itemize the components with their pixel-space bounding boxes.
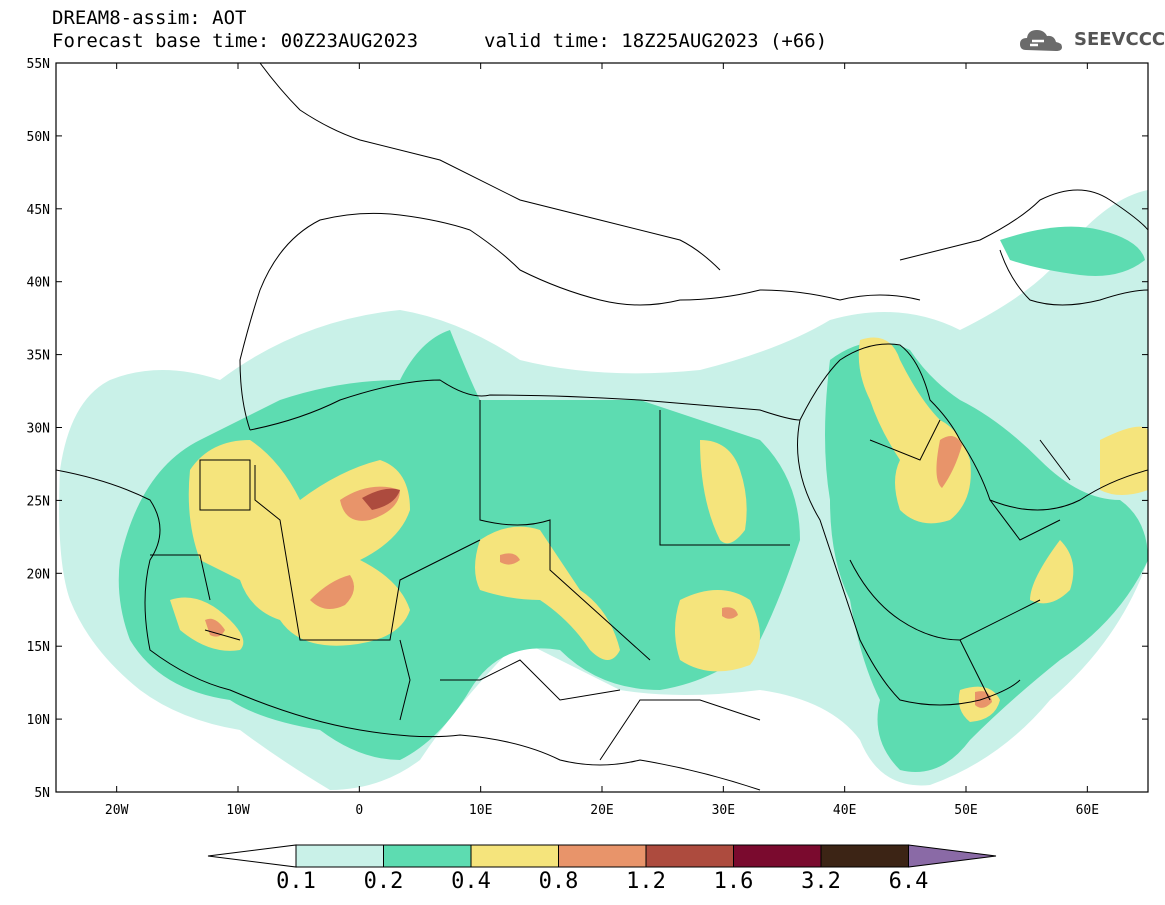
lon-label: 20E [590,803,613,818]
lon-label: 10E [469,803,492,818]
colorbar-label: 6.4 [888,869,929,894]
colorbar-label: 1.6 [713,869,754,894]
colorbar-box [645,844,734,868]
cloud-icon [1020,30,1062,51]
colorbar-label: 0.2 [363,869,404,894]
colorbar-label: 0.8 [538,869,579,894]
forecast-base-time: Forecast base time: 00Z23AUG2023 [52,30,419,52]
coastlines [56,63,1148,791]
lat-label: 55N [27,57,50,72]
colorbar-box [558,844,647,868]
colorbar-label: 0.4 [451,869,491,894]
aot-field [59,190,1148,790]
colorbar-box [470,844,559,868]
lat-label: 50N [27,130,50,145]
colorbar-box [733,844,822,868]
colorbar-box [383,844,472,868]
colorbar [207,844,997,868]
valid-time: valid time: 18Z25AUG2023 (+66) [484,30,828,52]
lon-label: 50E [954,803,977,818]
colorbar-box [295,844,384,868]
lat-label: 25N [27,494,50,509]
title-line-1: DREAM8-assim: AOT [52,7,247,29]
lon-label: 0 [355,803,363,818]
lat-label: 30N [27,422,50,437]
lon-label: 60E [1076,803,1099,818]
lat-label: 20N [27,567,50,582]
aot-band-green [118,330,800,760]
aot-band-yellow [188,440,410,646]
lat-label: 40N [27,276,50,291]
colorbar-under-arrow [207,844,297,868]
lat-label: 5N [34,786,50,801]
lat-label: 35N [27,349,50,364]
colorbar-box [820,844,909,868]
lon-label: 10W [226,803,250,818]
lon-label: 40E [833,803,856,818]
colorbar-label: 1.2 [626,869,666,894]
lon-label: 30E [712,803,735,818]
aot-band-maroon [362,488,400,510]
lat-label: 10N [27,713,50,728]
lat-label: 15N [27,640,50,655]
lon-label: 20W [105,803,129,818]
lat-label: 45N [27,203,50,218]
axis-ticks: 20W 10W 0 10E 20E 30E 40E 50E 60E 55N 50N 45N 40N 35N… [27,57,1148,818]
colorbar-over-arrow [908,844,997,868]
colorbar-label: 3.2 [801,869,841,894]
logo-text: SEEVCCC [1074,29,1165,50]
colorbar-label: 0.1 [276,869,316,894]
